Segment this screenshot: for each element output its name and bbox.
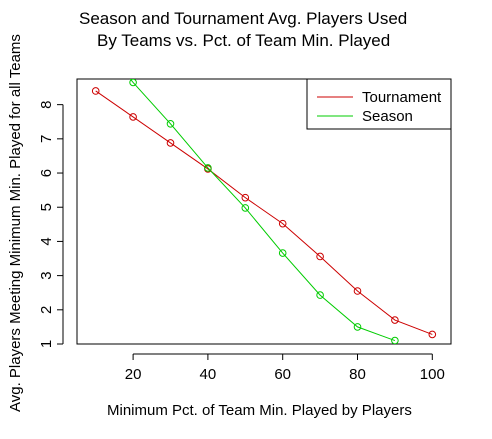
y-tick-label: 2 (38, 306, 55, 314)
tournament-point (428, 330, 437, 339)
y-axis-label: Avg. Players Meeting Minimum Min. Played… (7, 34, 24, 412)
season-point (241, 204, 250, 212)
x-tick-label: 80 (349, 366, 366, 383)
y-tick-label: 8 (38, 100, 55, 108)
season-point (92, 33, 99, 40)
chart-title-line-2: By Teams vs. Pct. of Team Min. Played (97, 31, 391, 50)
y-tick-label: 4 (38, 237, 55, 245)
x-tick-label: 100 (420, 366, 445, 383)
y-tick-label: 3 (38, 271, 55, 279)
x-tick-label: 20 (125, 366, 142, 383)
x-tick-label: 60 (274, 366, 291, 383)
tournament-point (353, 287, 362, 295)
season-point (129, 79, 137, 87)
season-point (316, 291, 324, 299)
season-point (278, 249, 287, 257)
tournament-point (129, 113, 137, 121)
season-point (204, 164, 212, 172)
season-line (129, 79, 396, 342)
y-tick-label: 1 (38, 340, 55, 348)
legend-season-label: Season (362, 108, 413, 125)
x-tick-label: 40 (200, 366, 217, 383)
plot-area (91, 33, 437, 344)
tournament-point (316, 252, 324, 261)
y-tick-label: 5 (38, 203, 55, 211)
legend-tournament-label: Tournament (362, 89, 442, 106)
legend-box (306, 78, 452, 130)
season-point (391, 336, 399, 344)
tournament-point (391, 316, 399, 324)
x-axis-label: Minimum Pct. of Team Min. Played by Play… (107, 402, 412, 419)
tournament-point (166, 139, 175, 147)
tournament-point (91, 87, 100, 95)
tournament-point (241, 193, 250, 202)
tournament-point (278, 219, 287, 228)
y-tick-label: 6 (38, 169, 55, 177)
plot-frame (76, 78, 452, 345)
season-point (353, 323, 362, 331)
season-point (166, 119, 175, 128)
tournament-line (95, 90, 433, 335)
y-tick-label: 7 (38, 135, 55, 143)
chart-title-line-1: Season and Tournament Avg. Players Used (79, 9, 408, 28)
